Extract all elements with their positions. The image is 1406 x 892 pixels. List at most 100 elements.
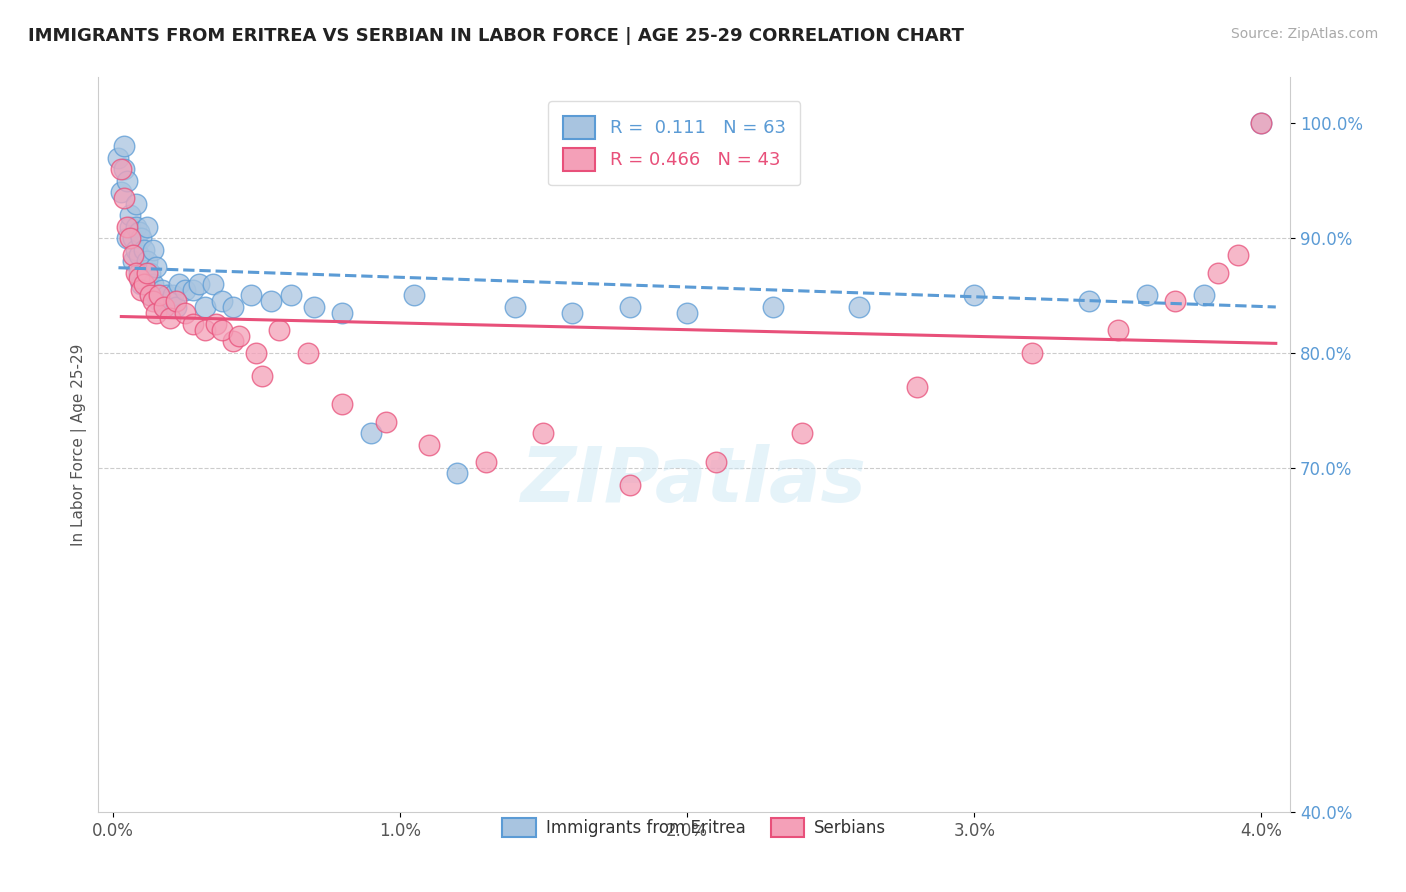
Point	[1250, 116, 1272, 130]
Point	[121, 231, 143, 245]
Point	[848, 300, 870, 314]
Point	[139, 266, 162, 280]
Point	[145, 288, 167, 302]
Point	[136, 219, 159, 234]
Point	[131, 283, 153, 297]
Point	[239, 288, 262, 302]
Point	[260, 294, 283, 309]
Point	[128, 225, 150, 239]
Point	[121, 248, 143, 262]
Point	[165, 300, 187, 314]
Point	[676, 306, 699, 320]
Point	[121, 254, 143, 268]
Point	[228, 328, 250, 343]
Point	[446, 467, 468, 481]
Point	[211, 294, 233, 309]
Point	[1227, 248, 1250, 262]
Point	[211, 323, 233, 337]
Point	[159, 294, 181, 309]
Point	[118, 219, 141, 234]
Text: ZIPatlas: ZIPatlas	[522, 444, 868, 518]
Point	[131, 277, 153, 291]
Point	[136, 277, 159, 291]
Point	[187, 277, 209, 291]
Point	[963, 288, 986, 302]
Point	[112, 139, 135, 153]
Point	[173, 283, 195, 297]
Point	[1164, 294, 1187, 309]
Point	[156, 288, 179, 302]
Point	[704, 455, 727, 469]
Point	[561, 306, 583, 320]
Point	[280, 288, 302, 302]
Point	[404, 288, 426, 302]
Point	[250, 368, 273, 383]
Text: Source: ZipAtlas.com: Source: ZipAtlas.com	[1230, 27, 1378, 41]
Point	[142, 294, 165, 309]
Point	[181, 283, 204, 297]
Point	[1021, 346, 1043, 360]
Point	[269, 323, 291, 337]
Point	[167, 277, 190, 291]
Point	[145, 260, 167, 274]
Point	[145, 306, 167, 320]
Point	[136, 254, 159, 268]
Point	[118, 231, 141, 245]
Point	[222, 334, 245, 349]
Point	[360, 426, 382, 441]
Point	[533, 426, 555, 441]
Point	[194, 323, 217, 337]
Point	[1192, 288, 1215, 302]
Point	[142, 243, 165, 257]
Point	[762, 300, 785, 314]
Text: IMMIGRANTS FROM ERITREA VS SERBIAN IN LABOR FORCE | AGE 25-29 CORRELATION CHART: IMMIGRANTS FROM ERITREA VS SERBIAN IN LA…	[28, 27, 965, 45]
Point	[153, 300, 176, 314]
Point	[619, 300, 641, 314]
Point	[159, 311, 181, 326]
Point	[905, 380, 928, 394]
Point	[139, 288, 162, 302]
Point	[162, 288, 184, 302]
Point	[142, 277, 165, 291]
Point	[125, 266, 148, 280]
Point	[107, 151, 129, 165]
Point	[173, 306, 195, 320]
Legend: Immigrants from Eritrea, Serbians: Immigrants from Eritrea, Serbians	[496, 812, 893, 844]
Point	[136, 266, 159, 280]
Point	[475, 455, 498, 469]
Point	[302, 300, 325, 314]
Point	[332, 306, 354, 320]
Point	[128, 271, 150, 285]
Point	[134, 243, 156, 257]
Point	[181, 317, 204, 331]
Point	[790, 426, 813, 441]
Point	[150, 283, 173, 297]
Point	[128, 248, 150, 262]
Point	[202, 277, 225, 291]
Point	[110, 162, 132, 177]
Y-axis label: In Labor Force | Age 25-29: In Labor Force | Age 25-29	[72, 343, 87, 546]
Point	[418, 437, 440, 451]
Point	[139, 288, 162, 302]
Point	[1250, 116, 1272, 130]
Point	[125, 219, 148, 234]
Point	[245, 346, 267, 360]
Point	[134, 277, 156, 291]
Point	[131, 231, 153, 245]
Point	[619, 478, 641, 492]
Point	[1107, 323, 1129, 337]
Point	[165, 294, 187, 309]
Point	[205, 317, 228, 331]
Point	[112, 162, 135, 177]
Point	[194, 300, 217, 314]
Point	[148, 294, 170, 309]
Point	[112, 191, 135, 205]
Point	[222, 300, 245, 314]
Point	[118, 208, 141, 222]
Point	[1208, 266, 1230, 280]
Point	[128, 266, 150, 280]
Point	[125, 243, 148, 257]
Point	[1078, 294, 1101, 309]
Point	[134, 266, 156, 280]
Point	[503, 300, 526, 314]
